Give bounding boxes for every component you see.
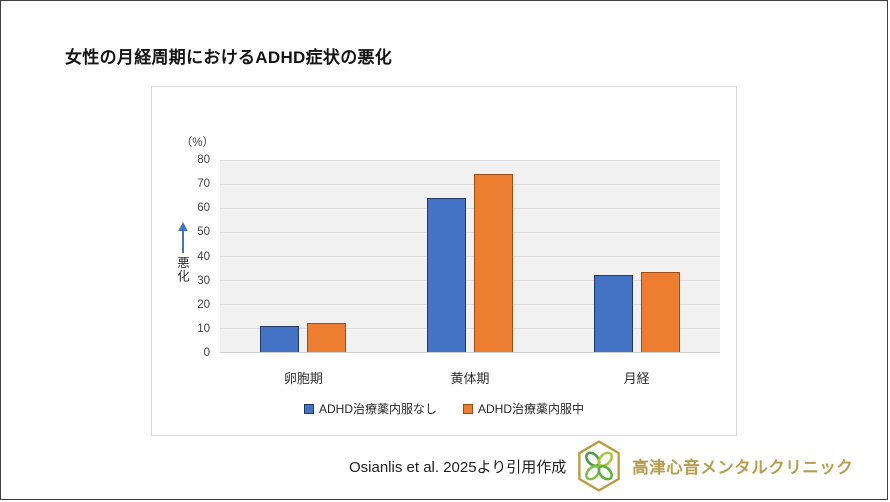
legend-swatch-icon [463,403,473,414]
y-tick-label: 50 [197,226,210,239]
legend-swatch-icon [303,403,314,414]
x-axis-label-cat1: 卵胞期 [283,371,323,386]
chart-panel: （%） 0 10 20 30 40 50 60 70 80 悪化 卵胞期 黄体期 月経 ADHD治療… [151,86,737,436]
y-tick-label: 80 [197,154,210,166]
y-tick-label: 0 [203,347,210,359]
gridline [220,256,720,257]
citation-text: Osianlis et al. 2025より引用作成 [349,458,567,476]
bar-series2-cat2 [474,174,513,352]
y-tick-label: 70 [197,178,210,191]
y-tick-label: 30 [197,274,210,287]
footer: Osianlis et al. 2025より引用作成 高津心音メンタルクリニック [349,438,853,494]
bar-series1-cat3 [593,275,633,352]
x-axis-labels: 卵胞期 黄体期 月経 [220,368,720,387]
bar-series1-cat2 [427,198,466,352]
gridline [220,304,720,305]
plot-area [220,160,720,353]
legend-label: ADHD治療薬内服なし [318,402,437,416]
y-tick-label: 10 [197,322,210,335]
gridline [220,232,720,233]
up-arrow-icon [176,222,190,259]
gridline [220,208,720,209]
y-axis-unit-label: （%） [180,137,214,149]
bar-series1-cat1 [260,325,300,352]
x-axis-label-cat2: 黄体期 [450,371,490,386]
bar-series2-cat3 [640,271,680,352]
clinic-name: 高津心音メンタルクリニック [632,459,854,477]
y-tick-label: 40 [197,250,210,263]
gridline [220,184,720,185]
bar-group-cat1 [220,160,387,352]
y-tick-label: 20 [197,298,210,311]
bar-group-cat2 [387,160,554,352]
clover-hexagon-icon [576,440,622,492]
bar-series2-cat1 [307,323,347,352]
y-axis-annotation: 悪化 [175,256,189,283]
gridline [220,160,720,161]
gridline [220,328,720,329]
legend-item-series1: ADHD治療薬内服なし [303,400,437,417]
chart-legend: ADHD治療薬内服なし ADHD治療薬内服中 [152,400,736,417]
x-axis-label-cat3: 月経 [623,371,650,386]
legend-item-series2: ADHD治療薬内服中 [463,400,584,417]
bars-layer [220,160,720,352]
bar-group-cat3 [553,160,720,352]
y-axis-ticks: 0 10 20 30 40 50 60 70 80 [152,154,214,359]
gridline [220,280,720,281]
page-title: 女性の月経周期におけるADHD症状の悪化 [65,48,393,67]
legend-label: ADHD治療薬内服中 [478,402,585,416]
y-tick-label: 60 [197,202,210,215]
